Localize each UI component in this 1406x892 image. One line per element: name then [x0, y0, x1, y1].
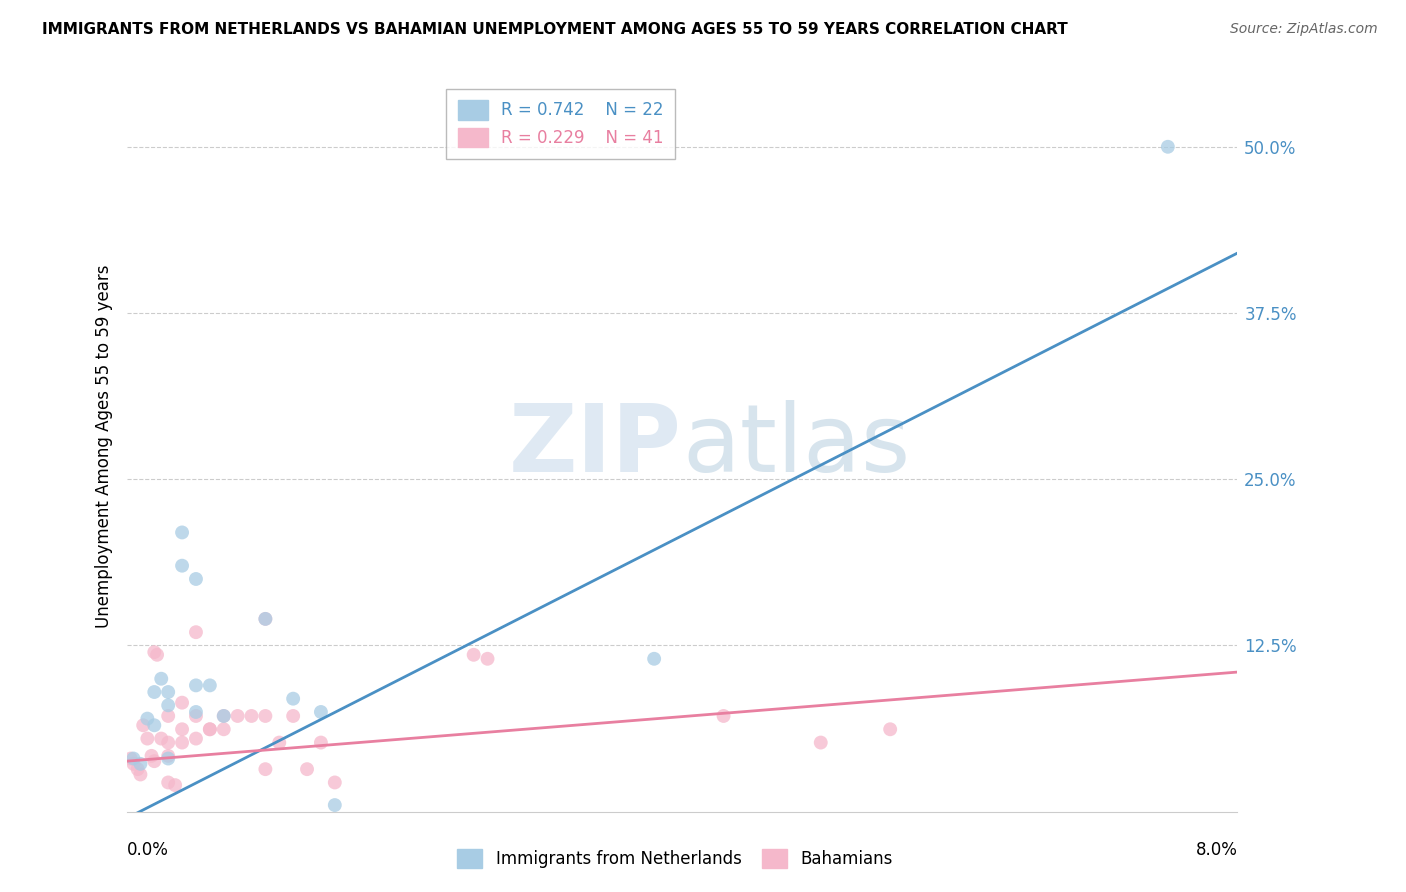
Point — [157, 709, 180, 723]
Point — [198, 723, 221, 737]
Point — [129, 756, 152, 771]
Point — [323, 775, 346, 789]
Text: Source: ZipAtlas.com: Source: ZipAtlas.com — [1230, 22, 1378, 37]
Point — [172, 558, 194, 573]
Point — [810, 735, 832, 749]
Point — [477, 652, 499, 666]
Text: IMMIGRANTS FROM NETHERLANDS VS BAHAMIAN UNEMPLOYMENT AMONG AGES 55 TO 59 YEARS C: IMMIGRANTS FROM NETHERLANDS VS BAHAMIAN … — [42, 22, 1069, 37]
Point — [184, 709, 207, 723]
Legend: R = 0.742    N = 22, R = 0.229    N = 41: R = 0.742 N = 22, R = 0.229 N = 41 — [446, 88, 675, 159]
Point — [143, 718, 166, 732]
Point — [165, 778, 187, 792]
Point — [122, 751, 145, 765]
Point — [172, 525, 194, 540]
Point — [254, 612, 277, 626]
Point — [212, 709, 235, 723]
Point — [150, 731, 173, 746]
Point — [323, 798, 346, 813]
Point — [295, 762, 318, 776]
Point — [146, 648, 169, 662]
Point — [184, 678, 207, 692]
Point — [157, 751, 180, 765]
Point — [172, 735, 194, 749]
Legend: Immigrants from Netherlands, Bahamians: Immigrants from Netherlands, Bahamians — [451, 842, 898, 875]
Point — [184, 572, 207, 586]
Point — [157, 748, 180, 763]
Point — [281, 691, 304, 706]
Point — [309, 705, 332, 719]
Point — [157, 775, 180, 789]
Point — [150, 672, 173, 686]
Point — [713, 709, 735, 723]
Point — [879, 723, 901, 737]
Point — [281, 709, 304, 723]
Point — [136, 712, 159, 726]
Point — [198, 723, 221, 737]
Point — [198, 678, 221, 692]
Text: 0.0%: 0.0% — [127, 841, 169, 859]
Point — [141, 748, 163, 763]
Point — [172, 723, 194, 737]
Point — [127, 762, 149, 776]
Point — [184, 625, 207, 640]
Point — [254, 762, 277, 776]
Y-axis label: Unemployment Among Ages 55 to 59 years: Unemployment Among Ages 55 to 59 years — [94, 264, 112, 628]
Point — [172, 696, 194, 710]
Point — [240, 709, 263, 723]
Point — [309, 735, 332, 749]
Point — [143, 645, 166, 659]
Point — [157, 735, 180, 749]
Point — [226, 709, 249, 723]
Text: atlas: atlas — [682, 400, 910, 492]
Point — [643, 652, 665, 666]
Point — [184, 731, 207, 746]
Point — [184, 705, 207, 719]
Point — [212, 709, 235, 723]
Text: ZIP: ZIP — [509, 400, 682, 492]
Point — [136, 731, 159, 746]
Point — [129, 767, 152, 781]
Point — [120, 751, 142, 765]
Point — [254, 612, 277, 626]
Point — [463, 648, 485, 662]
Point — [1157, 140, 1180, 154]
Point — [122, 756, 145, 771]
Point — [254, 709, 277, 723]
Point — [157, 685, 180, 699]
Text: 8.0%: 8.0% — [1195, 841, 1237, 859]
Point — [143, 685, 166, 699]
Point — [157, 698, 180, 713]
Point — [269, 735, 291, 749]
Point — [132, 718, 155, 732]
Point — [143, 754, 166, 768]
Point — [212, 723, 235, 737]
